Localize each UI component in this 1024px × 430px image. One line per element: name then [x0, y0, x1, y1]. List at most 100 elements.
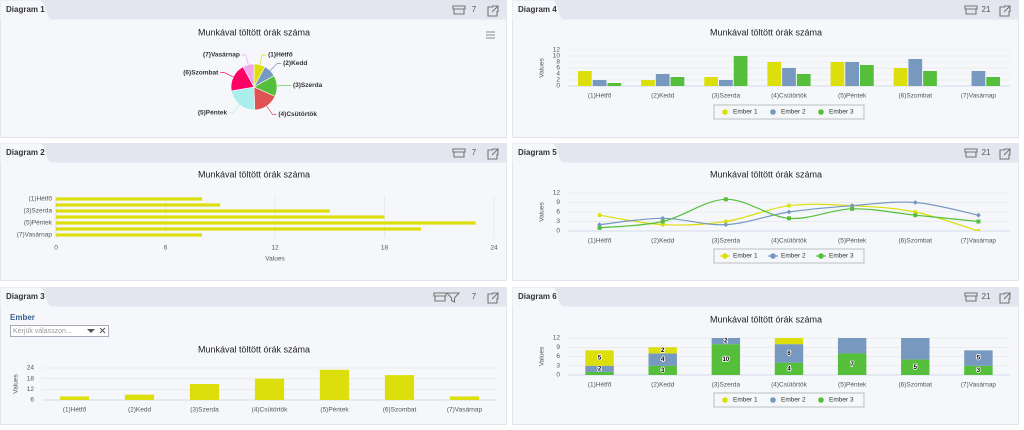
bar-segment	[964, 365, 993, 375]
x-tick-label: (2)Kedd	[651, 382, 675, 389]
data-label: 2	[661, 348, 665, 354]
label-connector	[266, 105, 277, 115]
legend-label[interactable]: Ember 2	[781, 253, 806, 260]
bar	[59, 396, 90, 400]
bar	[577, 71, 592, 86]
plot-inner: 2 5 3 4 2 10 2 4 6 7 5 3 5	[585, 338, 993, 375]
panel-tab	[512, 143, 564, 163]
bar	[56, 233, 202, 237]
bar	[254, 378, 285, 400]
menu-icon[interactable]	[486, 31, 495, 39]
x-tick-label: 18	[381, 245, 389, 252]
chart-title: Munkával töltött órák száma	[710, 169, 822, 179]
pie-label: (1)Hétfő	[268, 52, 293, 59]
export-icon[interactable]	[964, 292, 978, 302]
label-connector	[269, 63, 282, 71]
point	[913, 210, 918, 214]
data-label: 4	[661, 357, 665, 363]
x-tick-label: (6)Szombat	[898, 93, 932, 100]
pie-slice	[230, 86, 256, 111]
point	[850, 206, 855, 211]
bar-segment	[648, 347, 677, 354]
filter-icon[interactable]	[445, 292, 461, 303]
export-icon[interactable]	[452, 5, 466, 15]
plot	[577, 56, 1001, 86]
legend-box	[713, 248, 865, 264]
pie-label: (4)Csütörtök	[278, 111, 317, 118]
legend-label[interactable]: Ember 3	[829, 253, 854, 260]
legend-label[interactable]: Ember 3	[829, 109, 854, 116]
legend-label[interactable]: Ember 1	[733, 397, 758, 404]
data-label: 4	[787, 366, 791, 372]
y-tick-label: 9	[556, 199, 560, 206]
y-axis-title: Values	[539, 58, 546, 78]
legend-label[interactable]: Ember 1	[733, 109, 758, 116]
x-tick-label: 12	[271, 245, 279, 252]
open-icon[interactable]	[487, 148, 499, 160]
y-tick-label: 6	[556, 209, 560, 216]
export-icon[interactable]	[964, 148, 978, 158]
x-tick-label: (5)Péntek	[838, 382, 867, 389]
legend-label[interactable]: Ember 2	[781, 109, 806, 116]
bar	[860, 65, 874, 86]
chart-title: Munkával töltött órák száma	[710, 314, 822, 324]
export-icon[interactable]	[964, 5, 978, 15]
filter-dropdown[interactable]	[10, 325, 109, 337]
x-tick-label: 24	[490, 245, 498, 252]
y-tick-label: 9	[556, 344, 560, 351]
legend-label[interactable]: Ember 1	[733, 253, 758, 260]
plot-inner	[577, 56, 1001, 86]
plot: 2 5 3 4 2 10 2 4 6 7 5 3 5	[585, 338, 993, 375]
bar	[56, 203, 221, 207]
pie-label: (7)Vasárnap	[203, 52, 240, 59]
bar-segment	[711, 344, 741, 375]
point	[787, 203, 791, 208]
bar	[704, 77, 718, 86]
y-tick-label: (5)Péntek	[24, 220, 53, 227]
panel-title: Diagram 1	[6, 5, 45, 14]
y-axis-title: Values	[539, 346, 546, 366]
bar	[971, 71, 986, 86]
panel-tab	[0, 0, 52, 20]
data-label: 5	[977, 356, 981, 362]
export-icon[interactable]	[452, 148, 466, 158]
chart-title: Munkával töltött órák száma	[198, 169, 310, 179]
legend-label[interactable]: Ember 3	[829, 397, 854, 404]
x-tick-label: 0	[54, 245, 58, 252]
panel-header	[0, 0, 507, 20]
label-connector	[220, 72, 234, 78]
panel-header	[512, 287, 1019, 307]
item-count: 21	[982, 292, 991, 301]
y-tick-label: 12	[553, 335, 561, 342]
bar	[641, 80, 655, 86]
bar	[319, 369, 350, 400]
pie-label: (3)Szerda	[293, 82, 323, 89]
bar	[986, 77, 1001, 86]
x-tick-label: (7)Vasárnap	[961, 238, 997, 245]
open-icon[interactable]	[999, 148, 1011, 160]
plot	[59, 369, 480, 400]
open-icon[interactable]	[999, 292, 1011, 304]
y-tick-label: (7)Vasárnap	[17, 232, 53, 239]
bar-segment	[648, 365, 677, 375]
open-icon[interactable]	[487, 5, 499, 17]
open-icon[interactable]	[999, 5, 1011, 17]
clear-icon[interactable]	[99, 327, 106, 334]
open-icon[interactable]	[487, 292, 499, 304]
bar	[449, 396, 480, 400]
y-tick-label: 3	[556, 362, 560, 369]
x-tick-label: (1)Hétfő	[588, 238, 612, 245]
label-connector	[259, 54, 267, 65]
point	[976, 212, 981, 218]
x-tick-label: (5)Péntek	[838, 93, 867, 100]
panel-title: Diagram 5	[518, 148, 557, 157]
dropdown-arrow[interactable]	[87, 329, 95, 333]
legend-label[interactable]: Ember 2	[781, 397, 806, 404]
x-tick-label: (7)Vasárnap	[961, 382, 997, 389]
y-tick-label: 0	[556, 228, 560, 235]
export-icon[interactable]	[433, 292, 447, 302]
point	[723, 197, 728, 202]
legend-marker	[818, 253, 824, 259]
x-tick-label: (4)Csütörtök	[771, 382, 808, 389]
x-axis-title: Values	[265, 256, 285, 263]
